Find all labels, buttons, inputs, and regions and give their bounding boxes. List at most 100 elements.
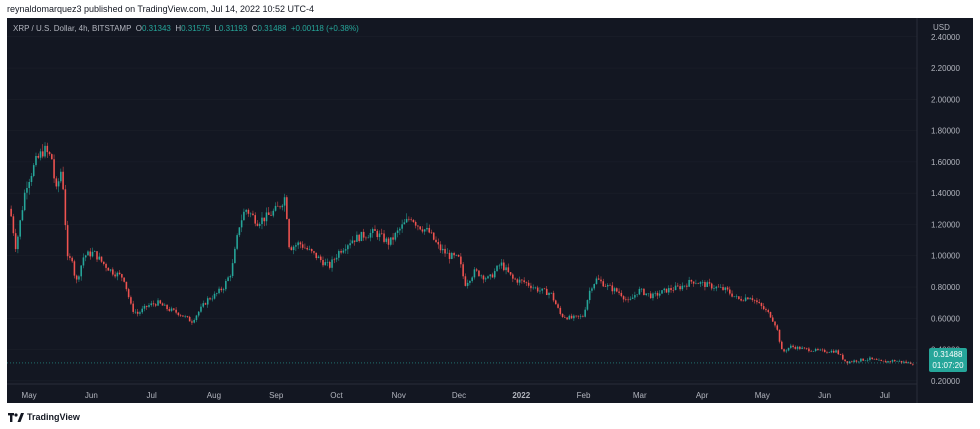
- candle-body: [643, 288, 645, 295]
- candle-body: [846, 361, 849, 364]
- candle-body: [484, 278, 487, 280]
- candle-body: [256, 223, 259, 226]
- candle-body: [441, 248, 444, 251]
- candle-body: [245, 209, 247, 212]
- candle-body: [704, 282, 706, 287]
- candle-body: [821, 349, 824, 351]
- candle-body: [75, 275, 78, 280]
- candle-body: [55, 178, 58, 187]
- candle-body: [437, 242, 440, 245]
- candle-body: [48, 152, 51, 155]
- candle-body: [274, 205, 277, 211]
- candle-body: [297, 242, 299, 246]
- chart-panel[interactable]: USD 0.200000.400000.600000.800001.000001…: [7, 18, 973, 403]
- price-axis[interactable]: 0.200000.400000.600000.800001.000001.200…: [931, 33, 960, 386]
- candle-body: [451, 253, 453, 259]
- candle-body: [333, 259, 336, 261]
- candle-body: [421, 229, 424, 232]
- high-key: H: [175, 24, 182, 33]
- candle-body: [390, 237, 392, 245]
- bar-countdown: 01:07:20: [932, 361, 964, 370]
- candle-body: [812, 351, 815, 352]
- candle-body: [238, 227, 241, 236]
- candle-body: [98, 256, 101, 260]
- candle-body: [195, 315, 198, 321]
- candle-body: [489, 274, 492, 277]
- candle-body: [805, 347, 808, 349]
- candle-body: [360, 231, 363, 242]
- candle-body: [862, 358, 864, 361]
- candle-body: [53, 159, 55, 179]
- candle-body: [887, 361, 889, 363]
- candle-body: [448, 252, 451, 259]
- candle-body: [864, 360, 867, 362]
- candle-body: [322, 260, 324, 266]
- candle-body: [765, 309, 767, 311]
- candle-body: [283, 197, 286, 206]
- candle-body: [613, 288, 616, 292]
- candle-body: [64, 189, 67, 226]
- candle-body: [130, 297, 132, 304]
- candle-body: [455, 254, 458, 256]
- candle-body: [161, 303, 164, 306]
- candle-body: [527, 282, 530, 286]
- candle-body: [281, 205, 284, 208]
- candle-body: [279, 206, 281, 208]
- candle-body: [756, 300, 758, 303]
- candle-body: [530, 285, 532, 289]
- candle-body: [331, 259, 333, 268]
- candle-body: [670, 288, 672, 291]
- candle-body: [609, 285, 611, 286]
- tradingview-brand[interactable]: TradingView: [8, 412, 80, 422]
- candle-body: [491, 274, 494, 278]
- candle-body: [62, 171, 64, 190]
- candle-body: [774, 321, 776, 326]
- open-key: O: [135, 24, 142, 33]
- candle-body: [419, 226, 421, 230]
- candle-body: [837, 350, 840, 355]
- candle-body: [780, 341, 783, 350]
- candle-body: [41, 151, 44, 157]
- candle-body: [568, 315, 571, 320]
- candle-body: [249, 213, 252, 215]
- candle-body: [559, 307, 562, 314]
- time-axis[interactable]: May Jun Jul Aug Sep Oct Nov Dec 2022 Feb Mar Apr May…: [22, 391, 891, 400]
- x-tick-label: Jun: [818, 391, 831, 400]
- candle-body: [188, 316, 191, 322]
- candle-body: [396, 230, 399, 233]
- candle-body: [817, 348, 819, 350]
- candle-body: [857, 361, 860, 363]
- candle-body: [873, 358, 876, 360]
- candle-body: [136, 311, 139, 314]
- candle-body: [469, 280, 471, 283]
- candle-body: [430, 232, 433, 234]
- candlestick-chart[interactable]: USD 0.200000.400000.600000.800001.000001…: [7, 18, 973, 403]
- candle-body: [116, 272, 119, 277]
- candle-body: [509, 272, 512, 275]
- candle-body: [742, 300, 745, 302]
- candle-body: [213, 293, 216, 299]
- candle-body: [640, 288, 643, 290]
- candle-body: [265, 212, 268, 222]
- candle-body: [19, 220, 21, 237]
- candle-body: [37, 155, 40, 158]
- candle-body: [32, 165, 35, 176]
- y-gridlines: [7, 36, 917, 382]
- candle-body: [127, 289, 130, 298]
- candle-body: [23, 192, 26, 211]
- candle-body: [240, 220, 243, 228]
- candle-body: [197, 311, 200, 316]
- candle-body: [446, 252, 449, 254]
- candle-body: [96, 251, 98, 260]
- candle-body: [211, 298, 214, 300]
- y-tick-label: 2.40000: [931, 33, 960, 42]
- candle-body: [247, 209, 250, 214]
- candle-body: [410, 219, 412, 220]
- candle-body: [516, 279, 519, 283]
- candle-body: [328, 262, 331, 268]
- candle-body: [823, 349, 826, 353]
- candle-body: [227, 277, 229, 282]
- candle-body: [514, 278, 516, 280]
- candle-body: [875, 359, 878, 360]
- candle-body: [164, 304, 166, 306]
